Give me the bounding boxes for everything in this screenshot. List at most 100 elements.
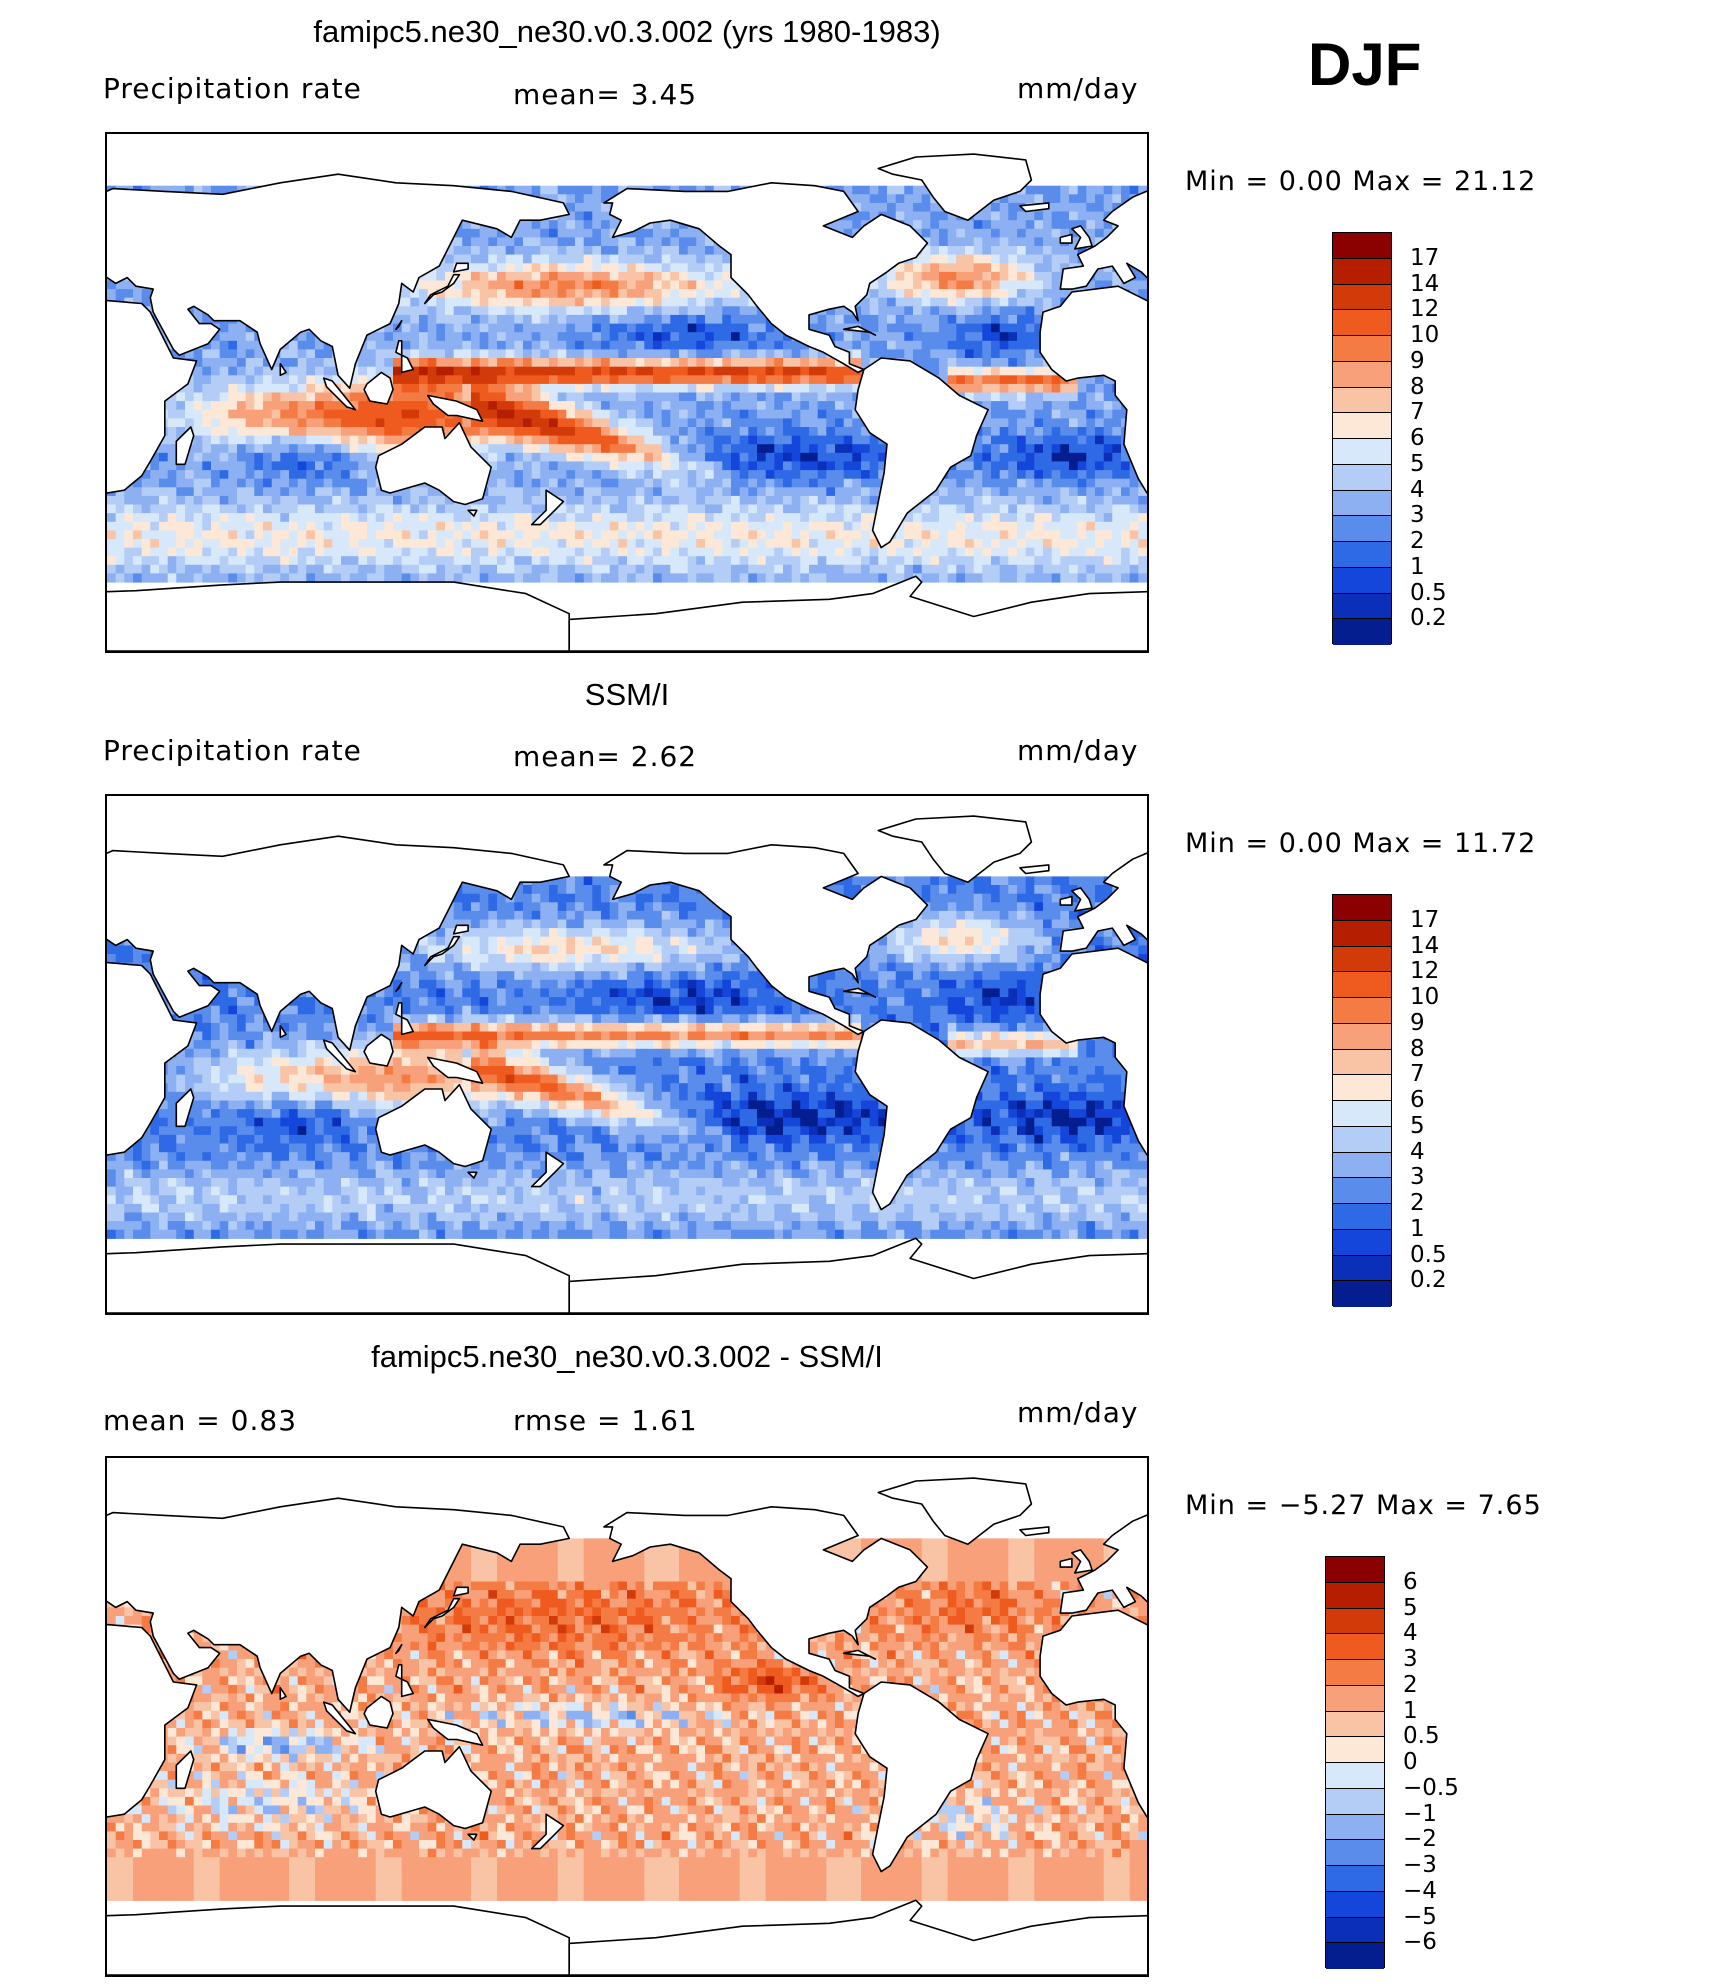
colorbar-cell — [1333, 1101, 1391, 1127]
variable-label: Precipitation rate — [103, 734, 362, 767]
colorbar-tick-label: 6 — [1410, 1087, 1425, 1113]
colorbar-cell — [1333, 998, 1391, 1024]
colorbar-cell — [1333, 490, 1391, 517]
colorbar-cell — [1333, 567, 1391, 594]
colorbar-tick-label: −2 — [1403, 1826, 1437, 1853]
colorbar-cell — [1333, 1204, 1391, 1230]
colorbar-tick-label: 2 — [1403, 1671, 1418, 1698]
colorbar-cell — [1326, 1582, 1384, 1609]
coastlines — [107, 815, 1147, 1313]
min-max-label: Min = −5.27 Max = 7.65 — [1185, 1490, 1542, 1521]
colorbar-cell — [1333, 439, 1391, 465]
colorbar-tick-label: 4 — [1410, 476, 1425, 503]
rmse-label: rmse = 1.61 — [513, 1404, 698, 1437]
precip-map — [107, 1477, 1147, 1975]
colorbar-tick-label: 12 — [1410, 958, 1440, 985]
colorbar-tick-label: 5 — [1403, 1594, 1418, 1621]
colorbar-tick-label: 1 — [1410, 553, 1425, 580]
colorbar-tick-label: 3 — [1403, 1646, 1418, 1672]
panel-title: SSM/I — [584, 677, 670, 712]
colorbar-cell — [1333, 336, 1391, 362]
colorbar-cell — [1326, 1763, 1384, 1789]
colorbar-tick-label: 0.5 — [1410, 579, 1447, 606]
coastlines — [107, 1477, 1147, 1975]
colorbar-tick-label: 7 — [1410, 399, 1425, 426]
mean-label: mean= 3.45 — [513, 78, 698, 111]
colorbar-tick-label: 6 — [1410, 425, 1425, 451]
colorbar-cell — [1333, 920, 1391, 947]
colorbar-cell — [1333, 1049, 1391, 1076]
colorbar-tick-label: 9 — [1410, 1009, 1425, 1036]
colorbar-cell — [1326, 1840, 1384, 1866]
colorbar-cell — [1326, 1891, 1384, 1918]
colorbar-tick-label: −5 — [1403, 1903, 1437, 1930]
colorbar-tick-label: −4 — [1403, 1877, 1437, 1904]
min-max-label: Min = 0.00 Max = 21.12 — [1185, 166, 1537, 197]
colorbar-tick-label: 2 — [1410, 1190, 1425, 1216]
colorbar-cell — [1333, 1178, 1391, 1204]
colorbar-tick-label: 17 — [1410, 244, 1440, 271]
colorbar-cell — [1333, 387, 1391, 414]
panel-title: famipc5.ne30_ne30.v0.3.002 - SSM/I — [371, 1339, 883, 1374]
map-panel-model — [105, 132, 1149, 653]
colorbar-cell — [1326, 1660, 1384, 1686]
colorbar-cell — [1333, 310, 1391, 336]
colorbar-cell — [1333, 972, 1391, 998]
colorbar-tick-label: 8 — [1410, 373, 1425, 400]
colorbar-tick-label: 1 — [1410, 1215, 1425, 1242]
colorbar-cell — [1326, 1737, 1384, 1763]
colorbar-cell — [1333, 1152, 1391, 1179]
colorbar-cell — [1333, 1126, 1391, 1153]
colorbar-cell — [1333, 1229, 1391, 1256]
colorbar-tick-label: 5 — [1410, 1112, 1425, 1139]
colorbar-cell — [1333, 946, 1391, 973]
colorbar-tick-label: 0.2 — [1410, 605, 1447, 632]
min-max-label: Min = 0.00 Max = 11.72 — [1185, 828, 1537, 859]
colorbar-cell — [1326, 1917, 1384, 1944]
colorbar-cell — [1326, 1685, 1384, 1712]
colorbar-cell — [1326, 1788, 1384, 1815]
colorbar-tick-label: 4 — [1403, 1620, 1418, 1647]
colorbar — [1332, 894, 1392, 1307]
units-label: mm/day — [1017, 72, 1139, 105]
mean-label: mean= 2.62 — [513, 740, 698, 773]
colorbar-cell — [1333, 1075, 1391, 1101]
colorbar-tick-label: 1 — [1403, 1697, 1418, 1724]
colorbar-tick-label: 0.5 — [1410, 1241, 1447, 1268]
colorbar-tick-label: 14 — [1410, 270, 1440, 297]
colorbar-tick-label: 10 — [1410, 322, 1440, 348]
colorbar-tick-label: 9 — [1410, 347, 1425, 374]
colorbar-cell — [1333, 361, 1391, 388]
colorbar-tick-label: 2 — [1410, 528, 1425, 554]
colorbar-tick-label: −0.5 — [1403, 1774, 1459, 1801]
colorbar-cell — [1333, 464, 1391, 491]
colorbar — [1332, 232, 1392, 645]
colorbar-tick-label: 14 — [1410, 932, 1440, 959]
map-panel-difference — [105, 1456, 1149, 1977]
units-label: mm/day — [1017, 1396, 1139, 1429]
colorbar-cell — [1326, 1943, 1384, 1969]
colorbar-cell — [1333, 516, 1391, 542]
colorbar-cell — [1333, 619, 1391, 645]
panel-title: famipc5.ne30_ne30.v0.3.002 (yrs 1980-198… — [313, 14, 941, 49]
colorbar-cell — [1326, 1557, 1384, 1583]
colorbar-tick-label: 4 — [1410, 1138, 1425, 1165]
colorbar-cell — [1333, 1023, 1391, 1050]
colorbar-cell — [1326, 1634, 1384, 1660]
colorbar-cell — [1326, 1711, 1384, 1738]
colorbar-tick-label: 0.5 — [1403, 1723, 1440, 1750]
colorbar-tick-label: −3 — [1403, 1852, 1437, 1878]
colorbar-cell — [1333, 258, 1391, 285]
colorbar-tick-label: −1 — [1403, 1800, 1437, 1827]
colorbar-cell — [1333, 1255, 1391, 1282]
colorbar-cell — [1326, 1814, 1384, 1841]
colorbar-cell — [1333, 895, 1391, 921]
colorbar-tick-label: 7 — [1410, 1061, 1425, 1088]
colorbar-tick-label: 10 — [1410, 984, 1440, 1010]
colorbar-cell — [1333, 593, 1391, 620]
colorbar-cell — [1326, 1608, 1384, 1635]
colorbar-cell — [1326, 1866, 1384, 1892]
colorbar-cell — [1333, 413, 1391, 439]
precip-map — [107, 153, 1147, 651]
colorbar-tick-label: 6 — [1403, 1568, 1418, 1595]
